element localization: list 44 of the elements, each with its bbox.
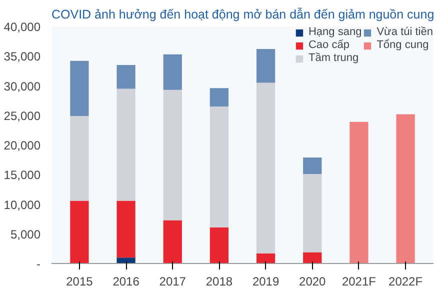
- x-tick-label: 2019: [252, 274, 280, 288]
- legend-label: Cao cấp: [308, 39, 350, 51]
- bar: [210, 88, 229, 106]
- bar: [163, 220, 182, 264]
- bar: [116, 200, 136, 258]
- bar: [303, 252, 322, 264]
- x-tick-label: 2022F: [388, 274, 423, 288]
- y-tick-label: 35,000: [4, 50, 41, 64]
- legend-label: Tầm trung: [308, 52, 359, 64]
- bar: [303, 157, 322, 174]
- bar: [210, 227, 229, 264]
- bar: [350, 122, 368, 264]
- y-tick-label: -: [36, 257, 41, 271]
- bar: [70, 200, 89, 264]
- x-tick-label: 2015: [66, 274, 94, 288]
- legend-label: Hạng sang: [308, 26, 362, 38]
- bar: [210, 106, 229, 228]
- bar: [396, 114, 415, 264]
- x-tick-label: 2021F: [342, 274, 376, 288]
- bar: [256, 253, 276, 264]
- bar: [303, 174, 322, 252]
- bar: [116, 258, 136, 264]
- y-tick-label: 40,000: [4, 20, 41, 34]
- y-tick-label: 30,000: [4, 79, 41, 94]
- bar: [70, 60, 89, 116]
- legend-label: Vừa túi tiền: [376, 26, 433, 38]
- x-tick-label: 2017: [159, 274, 186, 288]
- y-tick-label: 15,000: [4, 168, 41, 182]
- x-tick-label: 2016: [112, 274, 140, 288]
- bar: [70, 116, 89, 201]
- x-tick-label: 2018: [206, 274, 233, 288]
- y-tick-label: 5,000: [10, 227, 41, 242]
- chart-title: COVID ảnh hưởng đến hoạt động mở bán dẫn đến giảm nguồn cung: [52, 8, 434, 22]
- bar: [116, 88, 136, 201]
- bar: [256, 82, 276, 254]
- bar: [163, 90, 182, 220]
- y-tick-label: 20,000: [4, 138, 41, 152]
- bar: [163, 54, 182, 90]
- bar: [116, 65, 136, 89]
- bar: [256, 49, 276, 83]
- x-tick-label: 2020: [299, 274, 326, 288]
- y-tick-label: 10,000: [4, 198, 41, 212]
- y-tick-label: 25,000: [4, 108, 41, 123]
- legend-label: Tổng cung: [376, 39, 429, 51]
